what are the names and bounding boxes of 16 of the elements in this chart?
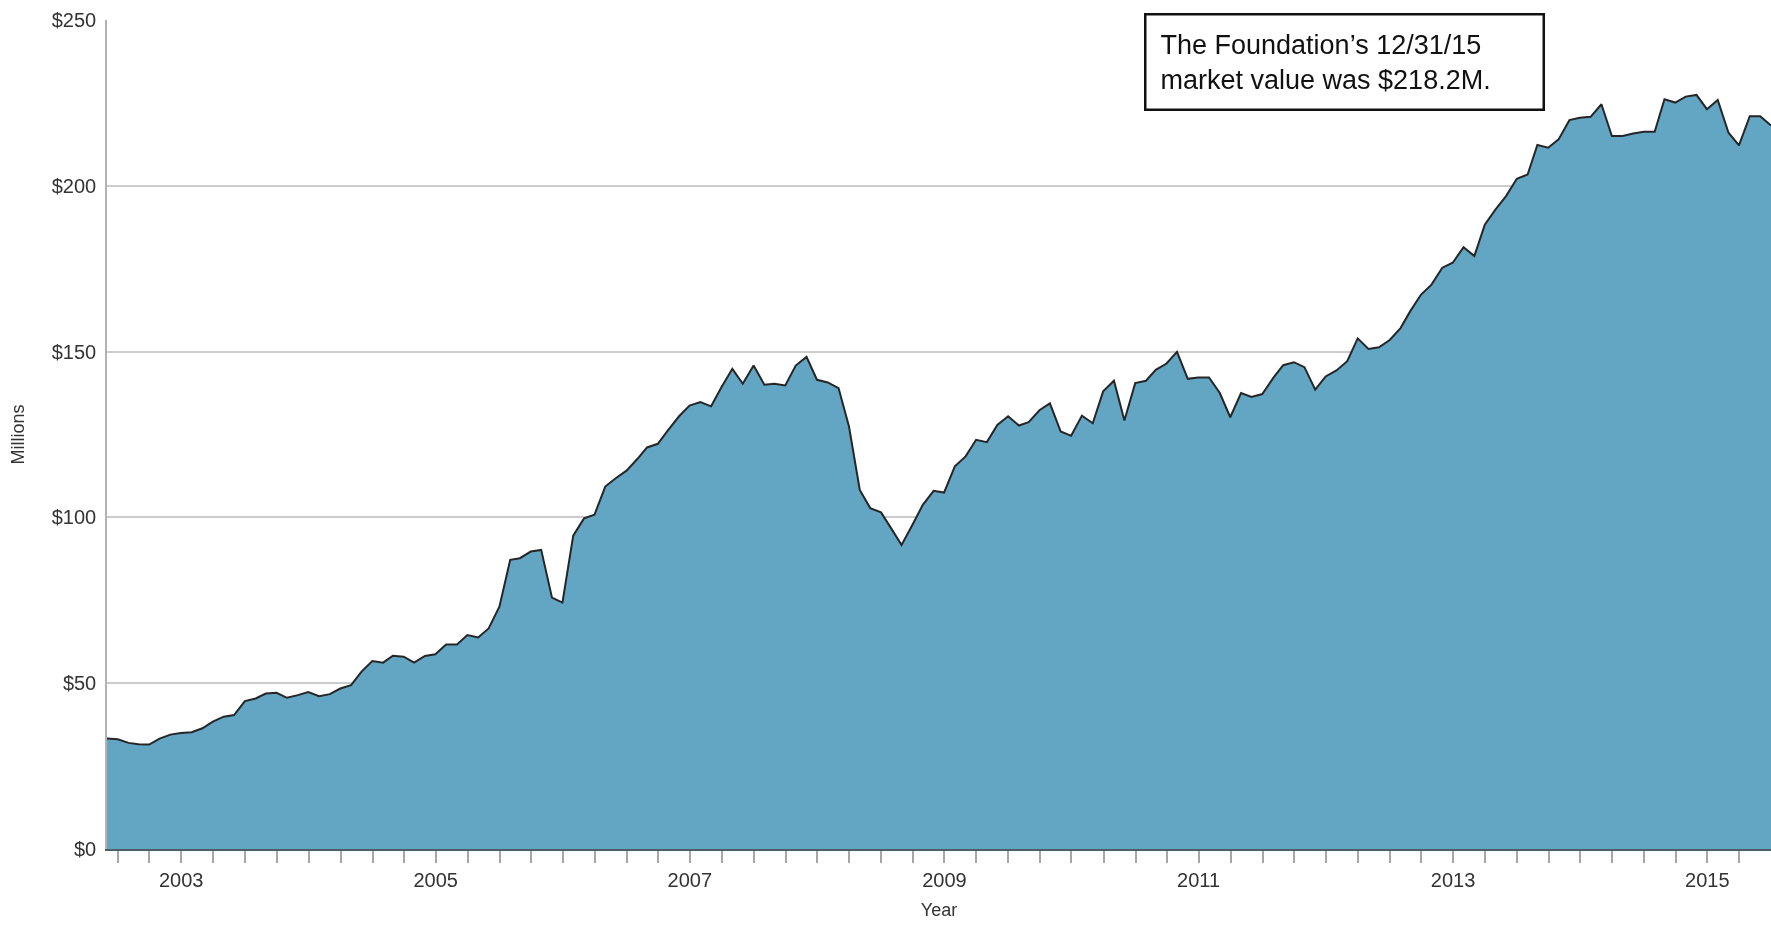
y-axis-title: Millions: [8, 404, 29, 465]
y-tick-label: $250: [51, 9, 97, 31]
annotation: The Foundation’s 12/31/15 market value was $218.2M.: [1160, 29, 1491, 95]
x-tick-label: 2013: [1430, 868, 1476, 891]
y-tick-label: $200: [51, 174, 97, 197]
y-tick-label: $150: [51, 340, 97, 363]
x-axis-title: Year: [920, 900, 958, 921]
x-tick-label: 2005: [413, 868, 458, 891]
y-tick-label: $50: [62, 672, 97, 695]
y-tick-label: $0: [74, 838, 97, 860]
y-tick-label: $100: [51, 506, 97, 529]
x-tick-label: 2003: [158, 868, 204, 891]
x-tick-label: 2015: [1685, 868, 1730, 891]
x-tick-label: 2007: [667, 868, 713, 891]
x-tick-label: 2011: [1177, 868, 1221, 891]
x-tick-label: 2009: [922, 868, 967, 891]
